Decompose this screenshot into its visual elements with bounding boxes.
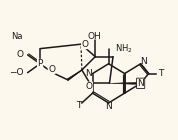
- Text: OH: OH: [87, 32, 101, 41]
- Text: O: O: [81, 40, 88, 49]
- Polygon shape: [67, 70, 82, 81]
- Text: Na: Na: [11, 32, 23, 41]
- Polygon shape: [109, 82, 141, 85]
- Text: N: N: [140, 58, 147, 66]
- Text: O: O: [85, 82, 93, 91]
- Text: O: O: [17, 50, 24, 59]
- Text: T: T: [77, 101, 82, 110]
- Text: N: N: [105, 102, 112, 111]
- Text: N: N: [85, 69, 92, 78]
- Text: T: T: [158, 69, 163, 78]
- Text: N: N: [137, 79, 144, 88]
- Text: NH$_2$: NH$_2$: [115, 42, 133, 55]
- Text: O: O: [48, 65, 55, 74]
- Text: P: P: [37, 59, 43, 68]
- Text: −O: −O: [9, 68, 23, 77]
